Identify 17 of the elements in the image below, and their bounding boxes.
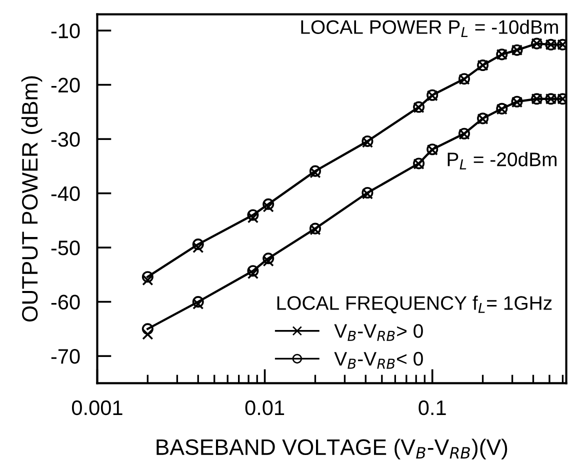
x-tick-label: 0.1	[418, 400, 446, 416]
y-axis-title: OUTPUT POWER (dBm)	[21, 76, 42, 322]
y-tick-label: -20	[51, 78, 80, 93]
y-tick-label: -50	[51, 240, 80, 256]
legend-label: V$_{B}$-V$_{RB}$< 0	[334, 352, 423, 369]
y-tick-label: -10	[51, 24, 80, 38]
x-tick-label: 0.01	[245, 400, 284, 416]
y-tick-label: -30	[51, 132, 80, 147]
x-axis-title: BASEBAND VOLTAGE (V$_{B}$-V$_{RB}$)(V)	[156, 438, 508, 460]
annotation: LOCAL POWER P$_{L}$ = -10dBm	[301, 20, 558, 37]
annotation: P$_{L}$ = -20dBm	[448, 152, 556, 170]
legend-label: V$_{B}$-V$_{RB}$> 0	[334, 324, 423, 341]
legend-title: LOCAL FREQUENCY f$_{L}$= 1GHz	[277, 296, 552, 314]
x-tick-label: 0.001	[72, 400, 122, 416]
y-tick-label: -70	[51, 349, 80, 364]
y-tick-label: -40	[51, 186, 80, 202]
y-tick-label: -60	[51, 294, 80, 310]
